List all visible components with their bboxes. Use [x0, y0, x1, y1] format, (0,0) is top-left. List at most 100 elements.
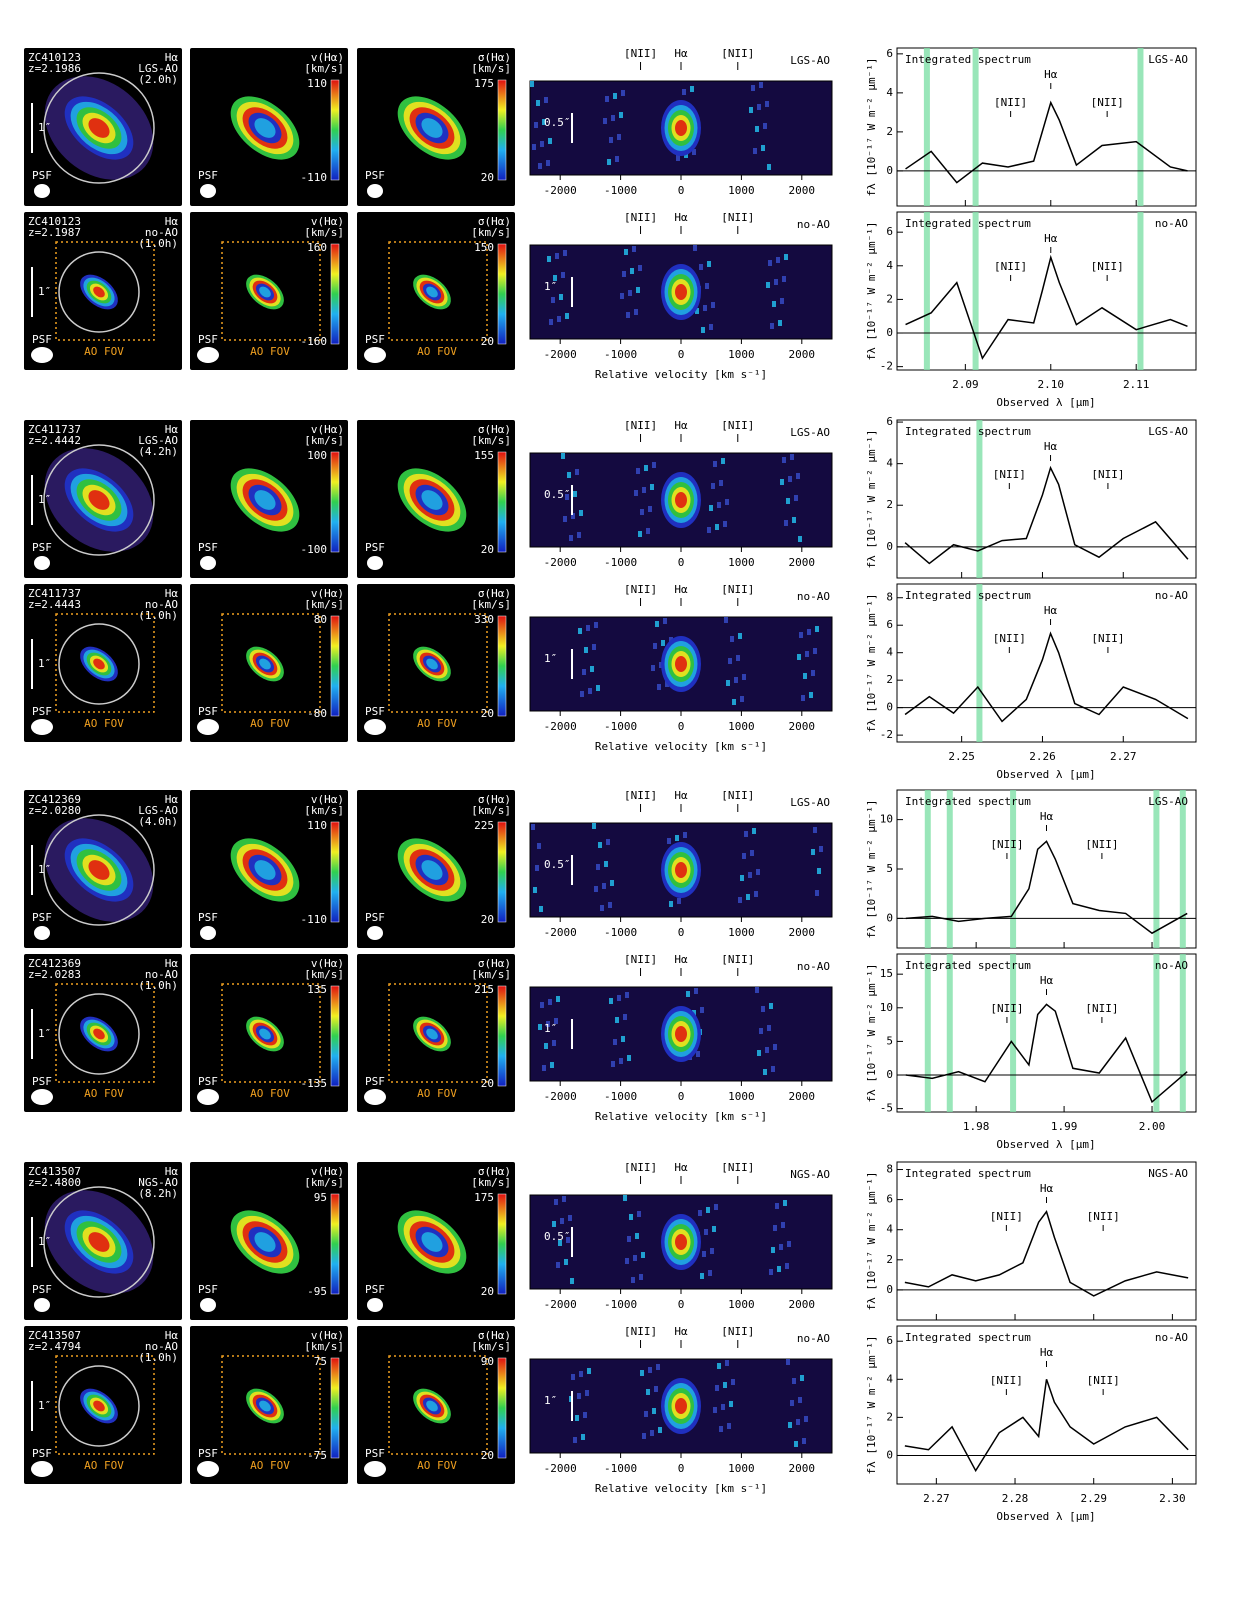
pv-mode: LGS-AO — [790, 796, 830, 809]
sky-line — [1137, 212, 1144, 370]
redshift: z=2.4794 — [28, 1340, 81, 1353]
pv-noise — [546, 160, 550, 166]
pv-noise — [792, 517, 796, 523]
psf-label: PSF — [32, 169, 52, 182]
pv-noise — [611, 115, 615, 121]
pv-x-tick-label: -1000 — [604, 926, 637, 939]
pv-noise — [638, 265, 642, 271]
pv-noise — [619, 1058, 623, 1064]
galaxy-id: ZC411737 — [28, 423, 81, 436]
y-tick-label: -2 — [880, 360, 893, 373]
pv-x-tick-label: 0 — [678, 1462, 685, 1475]
scale-label: 1″ — [38, 1399, 51, 1412]
y-tick-label: 6 — [886, 47, 893, 60]
pv-noise — [700, 1007, 704, 1013]
spectrum-title: Integrated spectrum — [905, 1167, 1031, 1180]
galaxy-id: ZC412369 — [28, 957, 81, 970]
fov-label: AO FOV — [250, 717, 290, 730]
pv-noise — [627, 1236, 631, 1242]
pv-noise — [711, 302, 715, 308]
line-label: Hα — [165, 215, 179, 228]
sky-line — [1137, 48, 1144, 206]
colorbar-min: 20 — [481, 1077, 494, 1090]
colorbar-min: 20 — [481, 171, 494, 184]
psf-label: PSF — [365, 333, 385, 346]
aperture — [58, 251, 140, 333]
pv-noise — [605, 96, 609, 102]
pv-noise — [617, 995, 621, 1001]
pv-noise — [544, 97, 548, 103]
pv-noise — [536, 100, 540, 106]
pv-noise — [588, 688, 592, 694]
spectrum-line-label: [NII] — [990, 1002, 1023, 1015]
unit-label: [km/s] — [471, 62, 511, 75]
x-tick-label: 2.09 — [952, 378, 979, 391]
pv-noise — [757, 1050, 761, 1056]
pv-noise — [571, 1374, 575, 1380]
pv-noise — [544, 1043, 548, 1049]
pv-noise — [797, 654, 801, 660]
pv-noise — [548, 138, 552, 144]
pv-noise — [634, 309, 638, 315]
pv-noise — [667, 838, 671, 844]
colorbar — [330, 1357, 340, 1459]
pv-noise — [711, 483, 715, 489]
colorbar-max: 135 — [307, 983, 327, 996]
pv-x-tick-label: 1000 — [728, 348, 755, 361]
pv-x-tick-label: -1000 — [604, 1298, 637, 1311]
pv-noise — [769, 1003, 773, 1009]
pv-noise — [594, 886, 598, 892]
pv-noise — [603, 118, 607, 124]
y-tick-label: 5 — [886, 1034, 893, 1047]
redshift: z=2.0283 — [28, 968, 81, 981]
pv-noise — [604, 861, 608, 867]
pv-noise — [650, 484, 654, 490]
pv-noise — [548, 999, 552, 1005]
pv-noise — [598, 842, 602, 848]
aperture — [58, 993, 140, 1075]
sky-line — [1010, 954, 1017, 1112]
pv-x-label: Relative velocity [km s⁻¹] — [595, 740, 767, 753]
pv-x-tick-label: -2000 — [544, 720, 577, 733]
pv-noise — [784, 520, 788, 526]
scale-label: 1″ — [38, 1235, 51, 1248]
pv-noise — [693, 245, 697, 251]
aperture — [58, 623, 140, 705]
y-tick-label: 4 — [886, 259, 893, 272]
pv-noise — [709, 324, 713, 330]
pv-mode: LGS-AO — [790, 54, 830, 67]
pv-x-tick-label: 1000 — [728, 926, 755, 939]
pv-noise — [811, 849, 815, 855]
map-blob — [259, 1028, 271, 1040]
pv-x-tick-label: -2000 — [544, 926, 577, 939]
pv-noise — [561, 272, 565, 278]
pv-noise — [655, 621, 659, 627]
aperture — [58, 1365, 140, 1447]
pv-noise — [558, 1240, 562, 1246]
pv-noise — [776, 257, 780, 263]
pv-line-label: Hα — [674, 419, 688, 432]
fov-label: AO FOV — [250, 345, 290, 358]
pv-line-label: Hα — [674, 211, 688, 224]
fov-box — [55, 983, 155, 1083]
y-tick-label: 2 — [886, 125, 893, 138]
pv-noise — [752, 828, 756, 834]
mode-label: no-AO — [145, 226, 178, 239]
pv-noise — [740, 875, 744, 881]
pv-noise — [564, 1259, 568, 1265]
pv-noise — [710, 1248, 714, 1254]
pv-noise — [794, 1441, 798, 1447]
y-tick-label: 2 — [886, 292, 893, 305]
pv-noise — [787, 1241, 791, 1247]
galaxy-id: ZC412369 — [28, 793, 81, 806]
disp-title: σ(Hα) — [478, 957, 511, 970]
spectrum-line — [905, 100, 1188, 184]
pv-noise — [627, 1055, 631, 1061]
psf-ellipse — [364, 347, 386, 363]
pv-noise — [656, 1364, 660, 1370]
fov-label: AO FOV — [84, 1087, 124, 1100]
pv-noise — [665, 681, 669, 687]
pv-noise — [554, 1018, 558, 1024]
pv-noise — [532, 144, 536, 150]
spectrum-line — [904, 631, 1189, 723]
